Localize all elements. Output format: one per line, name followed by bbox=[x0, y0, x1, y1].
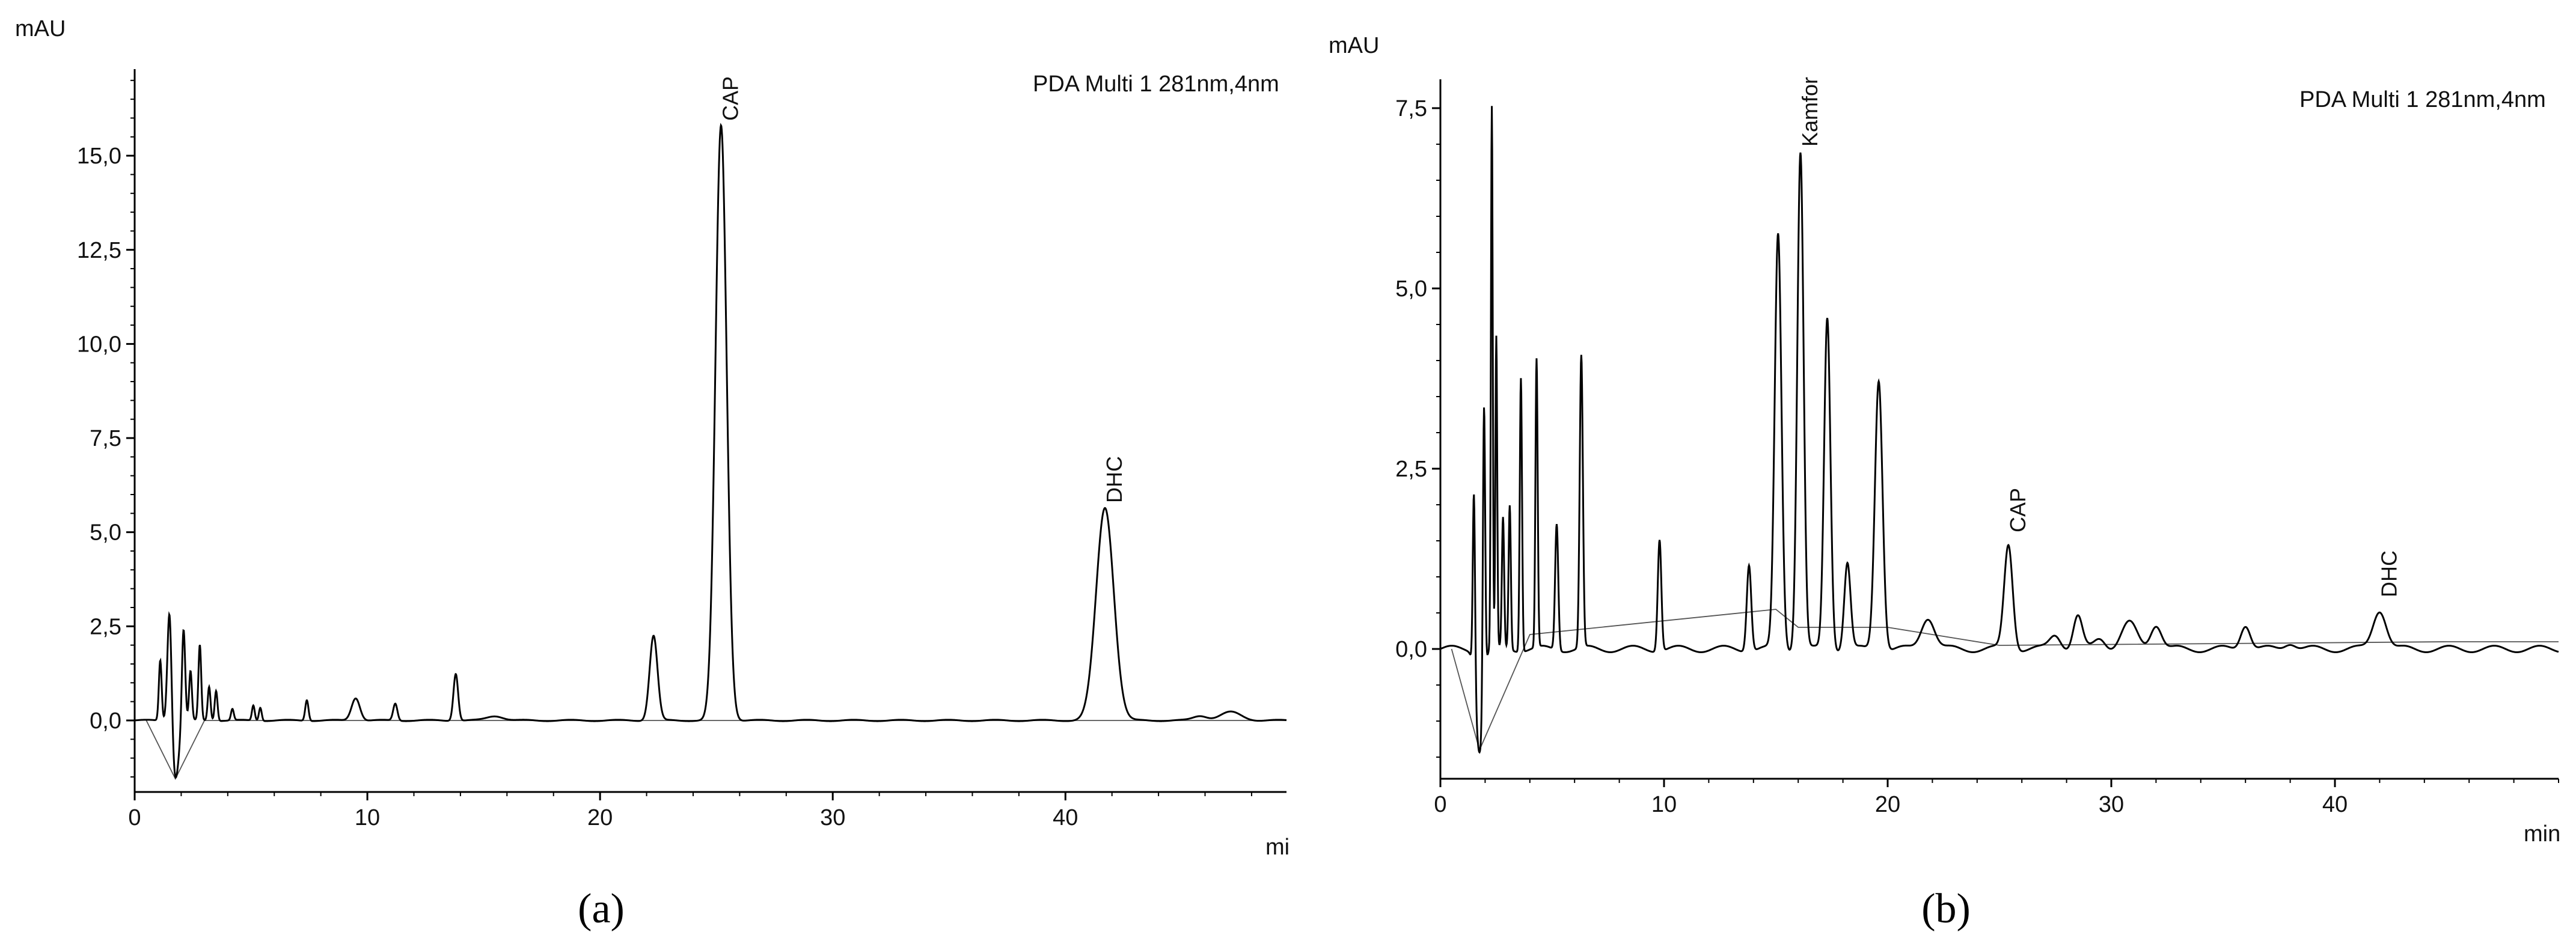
b-baseline-line bbox=[1451, 609, 2559, 752]
a-y-tick-label: 5,0 bbox=[90, 520, 121, 546]
panel-a-axes bbox=[133, 69, 1286, 793]
panel-a-annotations: CAP DHC bbox=[718, 76, 1127, 503]
panel-b-ticks: 0,0 2,5 5,0 7,5 0 10 20 30 40 bbox=[1395, 96, 2559, 817]
a-y-tick-label: 12,5 bbox=[77, 238, 121, 263]
b-annotation-label: DHC bbox=[2376, 550, 2401, 597]
b-annotation-label: CAP bbox=[2005, 488, 2030, 532]
panel-b-integration-baseline bbox=[1451, 609, 2559, 752]
b-y-tick-label: 0,0 bbox=[1395, 637, 1427, 662]
a-y-tick-label: 15,0 bbox=[77, 144, 121, 169]
chart-panel-b: mAU PDA Multi 1 281nm,4nm min 0,0 2,5 5,0 7… bbox=[1329, 33, 2560, 847]
panel-b-annotations: Kamfor CAP DHC bbox=[1797, 77, 2401, 597]
a-x-tick-label: 0 bbox=[128, 805, 141, 830]
panel-b-ylabel: mAU bbox=[1329, 33, 1379, 58]
a-baseline-line bbox=[145, 720, 1286, 781]
b-y-tick-label: 5,0 bbox=[1395, 276, 1427, 302]
b-annotation-label: Kamfor bbox=[1797, 77, 1822, 147]
panel-a-ticks: 0,0 2,5 5,0 7,5 10,0 12,5 15,0 0 10 20 30 40 bbox=[77, 79, 1252, 830]
panel-b-axes bbox=[1439, 79, 2559, 780]
a-y-tick-label: 10,0 bbox=[77, 332, 121, 357]
panel-b-chromatogram-trace bbox=[1440, 106, 2559, 754]
a-x-tick-label: 40 bbox=[1053, 805, 1078, 830]
chart-panel-a: mAU PDA Multi 1 281nm,4nm mi 0,0 2,5 5,0 7,… bbox=[15, 16, 1290, 860]
a-x-tick-label: 30 bbox=[820, 805, 845, 830]
panel-b-legend-text: PDA Multi 1 281nm,4nm bbox=[2299, 87, 2546, 112]
caption-a: (a) bbox=[578, 886, 625, 932]
a-y-tick-label: 0,0 bbox=[90, 708, 121, 734]
b-x-tick-label: 0 bbox=[1434, 792, 1446, 817]
a-y-tick-label: 7,5 bbox=[90, 426, 121, 451]
caption-b: (b) bbox=[1921, 886, 1971, 932]
b-x-tick-label: 10 bbox=[1651, 792, 1677, 817]
panel-a-xlabel: mi bbox=[1265, 835, 1290, 860]
a-annotation-label: DHC bbox=[1102, 456, 1127, 503]
b-x-tick-label: 30 bbox=[2099, 792, 2124, 817]
panel-a-chromatogram-trace bbox=[134, 123, 1287, 779]
b-x-tick-label: 20 bbox=[1875, 792, 1900, 817]
b-y-tick-label: 2,5 bbox=[1395, 457, 1427, 482]
b-y-tick-label: 7,5 bbox=[1395, 96, 1427, 121]
panel-a-ylabel: mAU bbox=[15, 16, 66, 41]
a-annotation-label: CAP bbox=[718, 76, 742, 121]
a-x-tick-label: 10 bbox=[355, 805, 380, 830]
panel-a-integration-baseline bbox=[145, 720, 1286, 781]
panel-b-xlabel: min bbox=[2524, 821, 2560, 847]
a-y-tick-label: 2,5 bbox=[90, 614, 121, 639]
panel-a-legend-text: PDA Multi 1 281nm,4nm bbox=[1033, 72, 1279, 97]
b-x-tick-label: 40 bbox=[2322, 792, 2348, 817]
a-x-tick-label: 20 bbox=[587, 805, 613, 830]
